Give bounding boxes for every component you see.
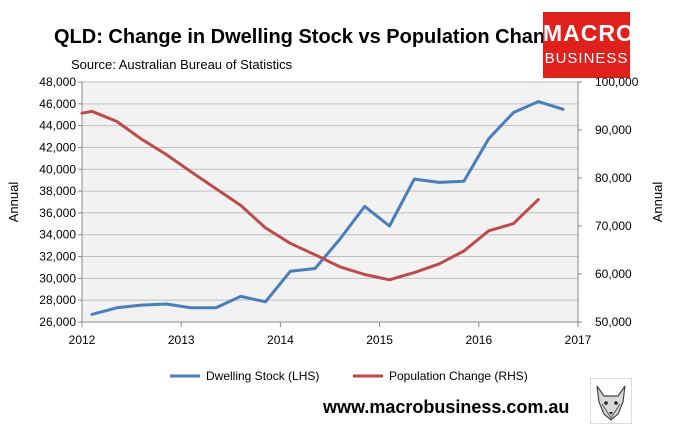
data-point: [339, 266, 341, 268]
left-tick-label: 38,000: [39, 184, 76, 198]
data-point: [215, 307, 217, 309]
data-point: [115, 307, 118, 309]
left-tick-label: 34,000: [39, 228, 76, 242]
data-point: [537, 100, 540, 103]
series-line-dwelling-stock: [90, 100, 565, 316]
data-point: [190, 307, 192, 309]
data-point: [190, 171, 192, 173]
right-tick-label: 70,000: [595, 219, 632, 233]
data-point: [115, 120, 118, 123]
left-tick-label: 42,000: [39, 140, 76, 154]
data-point: [314, 254, 316, 256]
brand-logo: MACRO BUSINESS: [543, 12, 635, 78]
right-axis-label: Annual: [650, 182, 665, 223]
plot-area: [82, 82, 578, 322]
data-point: [438, 263, 440, 265]
data-point: [363, 273, 366, 276]
right-tick-label: 80,000: [595, 171, 632, 185]
data-point: [81, 112, 83, 114]
left-tick-label: 40,000: [39, 162, 76, 176]
data-point: [91, 313, 93, 316]
left-tick-label: 28,000: [39, 293, 76, 307]
data-point: [512, 111, 515, 114]
series-line-population-change: [80, 109, 540, 282]
x-tick-label: 2015: [366, 333, 393, 347]
data-point: [239, 204, 242, 207]
x-tick-label: 2016: [465, 333, 492, 347]
data-point: [289, 270, 292, 273]
data-point: [388, 225, 391, 227]
left-tick-label: 44,000: [39, 119, 76, 133]
data-point: [463, 250, 465, 252]
data-point: [339, 238, 341, 240]
data-point: [562, 108, 564, 111]
left-axis-label: Annual: [6, 182, 21, 223]
data-point: [463, 180, 465, 183]
data-point: [140, 138, 143, 140]
data-point: [363, 205, 366, 208]
logo-line-2: BUSINESS: [544, 50, 629, 67]
footer-url: www.macrobusiness.com.au: [323, 397, 570, 417]
chart-source: Source: Australian Bureau of Statistics: [71, 57, 293, 72]
data-point: [215, 187, 217, 190]
right-tick-label: 100,000: [595, 75, 639, 89]
left-tick-label: 30,000: [39, 271, 76, 285]
data-point: [487, 137, 490, 140]
data-point: [413, 178, 416, 180]
data-point: [487, 230, 490, 232]
data-point: [239, 295, 242, 298]
left-tick-label: 26,000: [39, 315, 76, 329]
data-point: [165, 153, 168, 156]
right-tick-label: 60,000: [595, 267, 632, 281]
logo-line-1: MACRO: [543, 20, 635, 46]
data-point: [91, 110, 93, 113]
x-tick-label: 2014: [267, 333, 294, 347]
fox-mascot-icon: [590, 378, 632, 424]
x-tick-label: 2012: [69, 333, 96, 347]
data-point: [264, 301, 267, 303]
data-point: [314, 267, 316, 270]
x-tick-label: 2017: [565, 333, 592, 347]
left-tick-label: 46,000: [39, 97, 76, 111]
data-point: [289, 242, 292, 245]
x-tick-label: 2013: [168, 333, 195, 347]
legend-label: Dwelling Stock (LHS): [206, 369, 319, 383]
left-tick-label: 32,000: [39, 250, 76, 264]
chart-title: QLD: Change in Dwelling Stock vs Populat…: [54, 26, 569, 48]
data-point: [264, 227, 267, 229]
right-tick-label: 90,000: [595, 123, 632, 137]
data-point: [512, 222, 515, 225]
left-tick-label: 48,000: [39, 75, 76, 89]
right-tick-label: 50,000: [595, 315, 632, 329]
legend-label: Population Change (RHS): [389, 369, 528, 383]
left-tick-label: 36,000: [39, 206, 76, 220]
data-point: [413, 271, 416, 274]
data-point: [537, 198, 540, 201]
data-point: [165, 303, 168, 305]
data-point: [388, 279, 391, 281]
data-point: [140, 304, 143, 306]
data-point: [438, 181, 440, 184]
